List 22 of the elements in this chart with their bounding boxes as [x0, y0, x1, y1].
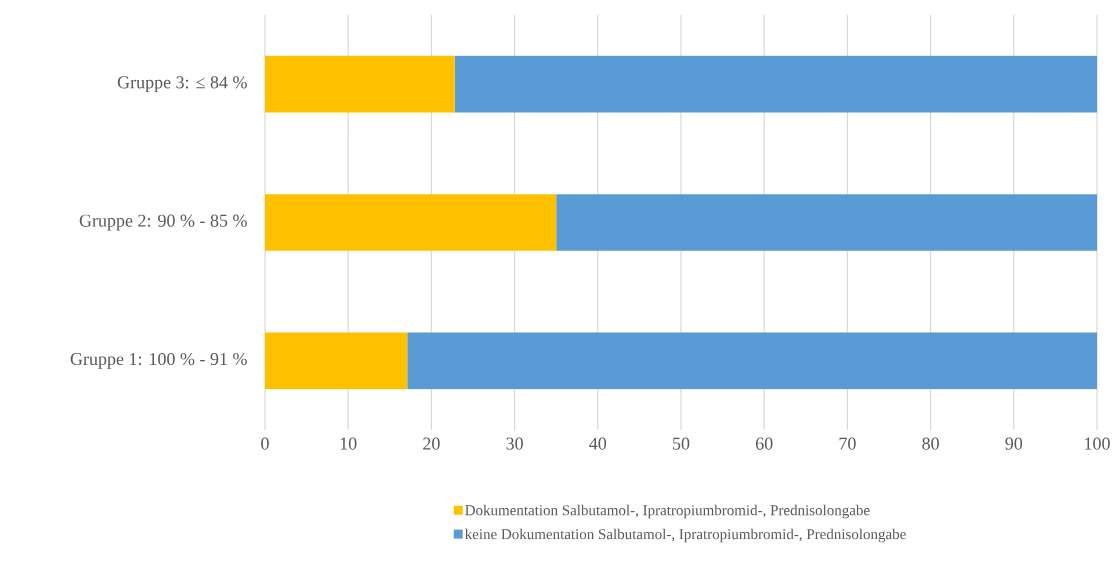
x-tick-label: 90: [1005, 437, 1023, 450]
x-tick-label: 70: [839, 437, 856, 450]
legend-label: keine Dokumentation Salbutamol-, Ipratropiumbromid-, Prednisolongabe: [465, 528, 906, 543]
x-tick-label: 40: [589, 437, 607, 450]
bar: [454, 55, 1098, 113]
x-tick-label: 60: [755, 437, 773, 450]
x-tick-label: 80: [922, 437, 939, 450]
bar: [265, 194, 557, 251]
y-tick-label: Gruppe 1: 100 % - 91 %: [70, 352, 247, 369]
y-tick-label: Gruppe 2: 90 % - 85 %: [79, 214, 247, 231]
bar: [407, 332, 1098, 390]
bar: [265, 332, 408, 390]
bar: [556, 194, 1098, 251]
x-tick-label: 100: [1085, 437, 1110, 450]
x-tick-label: 20: [423, 437, 440, 450]
y-tick-label: Gruppe 3: ≤ 84 %: [117, 76, 247, 93]
legend-label: Dokumentation Salbutamol-, Ipratropiumbromid-, Prednisolongabe: [465, 504, 870, 519]
x-tick-label: 10: [340, 437, 357, 450]
x-tick-label: 30: [506, 437, 523, 450]
bar: [265, 55, 455, 113]
x-tick-label: 0: [261, 437, 269, 450]
x-tick-label: 50: [673, 437, 690, 450]
